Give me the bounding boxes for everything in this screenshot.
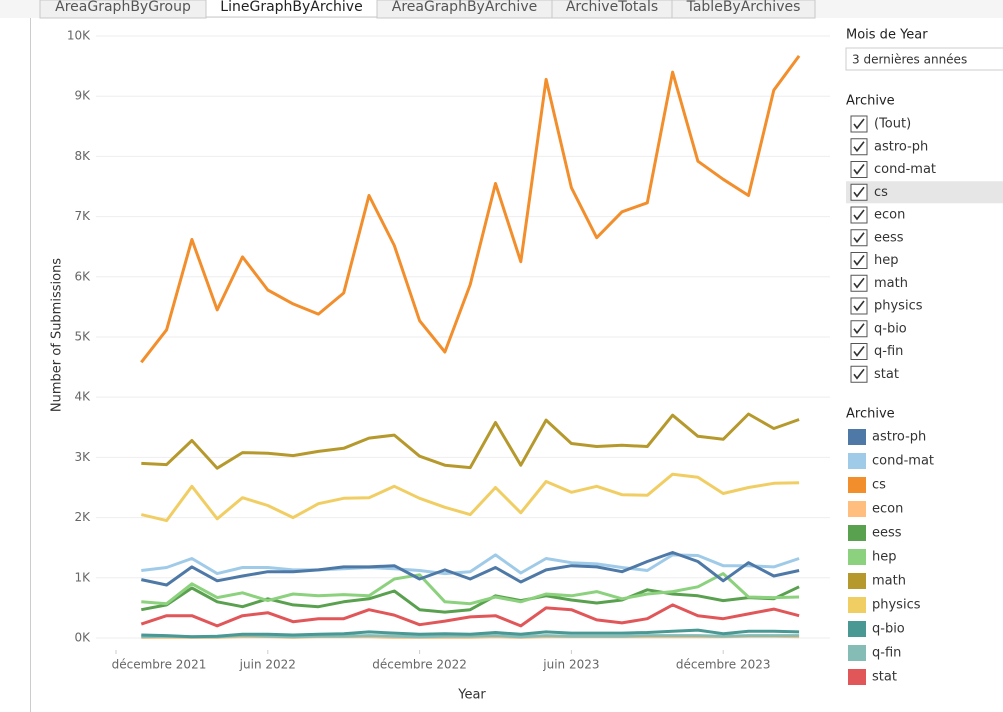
- legend-swatch[interactable]: [848, 645, 866, 661]
- x-tick-label: décembre 2023: [676, 658, 771, 672]
- checkmark: [853, 300, 865, 312]
- y-tick-label: 9K: [74, 89, 91, 103]
- x-axis-title: Year: [457, 688, 486, 703]
- hover-highlight: [846, 181, 1003, 204]
- checkmark: [853, 164, 865, 175]
- x-tick-label: décembre 2022: [372, 658, 467, 672]
- checkmark: [853, 255, 865, 266]
- y-tick-label: 10K: [67, 29, 91, 43]
- series-line: [140, 551, 800, 587]
- legend-swatch[interactable]: [848, 477, 866, 493]
- checkbox-label[interactable]: q-fin: [874, 344, 903, 359]
- checkmark: [853, 232, 865, 244]
- legend-title: Archive: [846, 407, 895, 422]
- legend-label[interactable]: eess: [872, 526, 902, 541]
- tab[interactable]: [671, 0, 816, 19]
- legend-swatch[interactable]: [848, 549, 866, 565]
- checkbox[interactable]: [850, 138, 868, 156]
- y-tick-label: 0K: [74, 630, 91, 644]
- checkmark: [853, 346, 865, 357]
- y-tick-label: 1K: [74, 570, 91, 584]
- series-line: [140, 55, 801, 364]
- tab-label[interactable]: AreaGraphByArchive: [392, 0, 537, 15]
- checkbox[interactable]: [850, 115, 868, 133]
- checkbox-label[interactable]: (Tout): [874, 117, 911, 132]
- y-tick-label: 7K: [74, 209, 91, 223]
- legend-swatch[interactable]: [848, 429, 866, 445]
- x-tick-label: décembre 2021: [112, 658, 207, 672]
- checkmark: [853, 209, 865, 221]
- legend-swatch[interactable]: [848, 669, 866, 685]
- y-tick-label: 2K: [74, 510, 91, 524]
- checkmark: [853, 323, 865, 335]
- checkmark: [853, 368, 865, 380]
- checkmark: [853, 118, 865, 130]
- legend-swatch[interactable]: [848, 453, 866, 469]
- checkbox[interactable]: [850, 252, 868, 269]
- checkbox-label[interactable]: stat: [874, 367, 899, 382]
- checkbox-label[interactable]: physics: [874, 299, 923, 314]
- legend-label[interactable]: physics: [872, 598, 921, 613]
- x-tick-label: juin 2022: [239, 658, 296, 672]
- tab-label[interactable]: AreaGraphByGroup: [55, 0, 191, 15]
- y-tick-label: 6K: [74, 269, 91, 283]
- legend-label[interactable]: q-bio: [872, 622, 905, 637]
- checkbox[interactable]: [850, 343, 868, 360]
- filter-title: Mois de Year: [846, 28, 928, 43]
- legend-label[interactable]: cs: [872, 478, 886, 493]
- y-tick-label: 8K: [74, 149, 91, 163]
- series-line: [141, 585, 800, 614]
- checkbox-label[interactable]: math: [874, 276, 908, 291]
- checkmark: [853, 186, 865, 198]
- checkbox[interactable]: [850, 161, 868, 178]
- legend-swatch[interactable]: [848, 621, 866, 637]
- checkbox[interactable]: [850, 229, 868, 247]
- filter-value[interactable]: 3 dernières années: [852, 53, 967, 67]
- tab-label[interactable]: ArchiveTotals: [566, 0, 658, 15]
- legend-label[interactable]: cond-mat: [872, 454, 934, 469]
- checkbox-label[interactable]: hep: [874, 253, 899, 268]
- series-line: [140, 472, 800, 523]
- checkmark: [853, 277, 865, 289]
- legend-label[interactable]: astro-ph: [872, 430, 926, 445]
- checkmark: [853, 141, 865, 153]
- checkbox[interactable]: [850, 274, 868, 292]
- checkbox[interactable]: [850, 365, 868, 383]
- legend-label[interactable]: econ: [872, 502, 903, 517]
- checkbox[interactable]: [850, 320, 868, 338]
- tab-label[interactable]: LineGraphByArchive: [220, 0, 362, 15]
- checkbox[interactable]: [850, 297, 868, 315]
- y-tick-label: 5K: [74, 329, 91, 343]
- legend-swatch[interactable]: [848, 573, 866, 589]
- checkbox-label[interactable]: eess: [874, 230, 904, 245]
- dropdown[interactable]: [845, 47, 1003, 71]
- series-line: [141, 553, 800, 576]
- checkbox[interactable]: [850, 206, 868, 224]
- checkbox-label[interactable]: cond-mat: [874, 162, 936, 177]
- series-line: [141, 628, 800, 639]
- y-axis-title: Number of Submissions: [50, 258, 65, 412]
- legend-label[interactable]: stat: [872, 670, 897, 685]
- legend-swatch[interactable]: [848, 525, 866, 541]
- tab-label[interactable]: TableByArchives: [686, 0, 801, 15]
- checkbox-label[interactable]: econ: [874, 208, 905, 223]
- checkbox-label[interactable]: cs: [874, 185, 888, 200]
- legend-swatch[interactable]: [848, 501, 866, 517]
- legend-swatch[interactable]: [848, 597, 866, 613]
- y-tick-label: 4K: [74, 390, 91, 404]
- series-line: [141, 572, 800, 606]
- checkbox-label[interactable]: astro-ph: [874, 139, 928, 154]
- x-tick-label: juin 2023: [542, 658, 599, 672]
- archive-filter-title: Archive: [846, 94, 895, 109]
- series-line: [140, 603, 800, 628]
- legend-label[interactable]: q-fin: [872, 646, 901, 661]
- legend-label[interactable]: math: [872, 574, 906, 589]
- y-tick-label: 3K: [74, 450, 91, 464]
- legend-label[interactable]: hep: [872, 550, 897, 565]
- series-line: [141, 412, 800, 470]
- checkbox-label[interactable]: q-bio: [874, 321, 907, 336]
- checkbox[interactable]: [850, 183, 868, 201]
